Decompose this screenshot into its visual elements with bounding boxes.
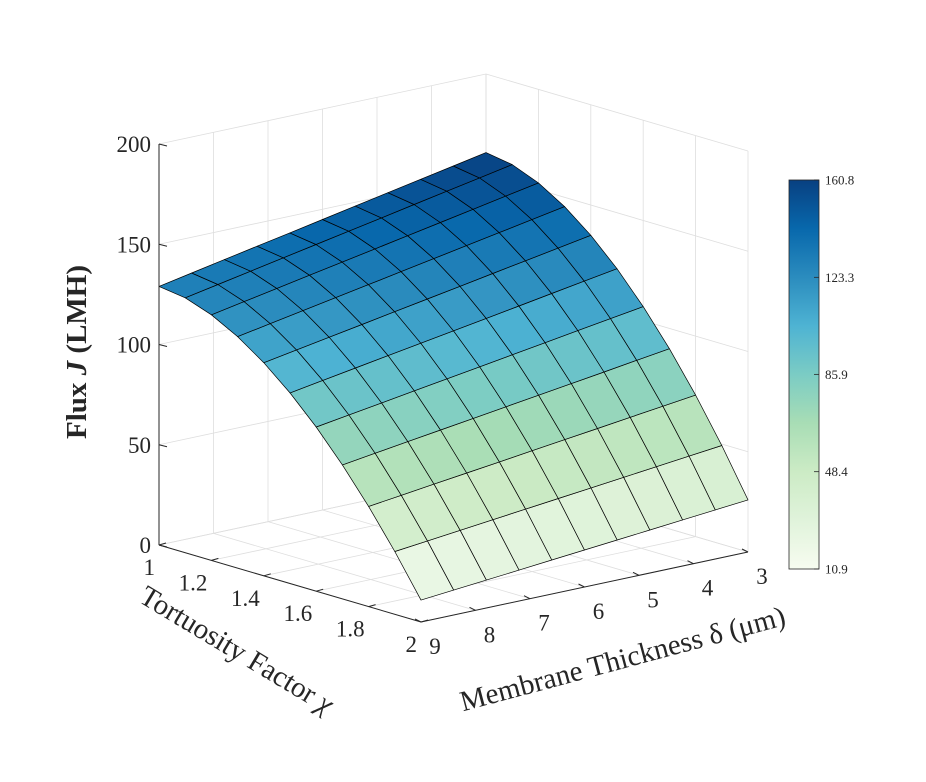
x-tick-label: 7 — [538, 611, 550, 636]
y-tick-mark — [263, 573, 271, 577]
x-tick-mark — [578, 583, 585, 588]
z-tick-label: 200 — [117, 132, 152, 157]
x-tick-mark — [632, 571, 640, 576]
z-axis-label: Flux J (LMH) — [61, 265, 93, 439]
z-tick-label: 150 — [117, 232, 152, 257]
y-tick-mark — [211, 557, 219, 561]
y-tick-label: 2 — [406, 632, 418, 657]
y-tick-label: 1.4 — [231, 586, 260, 611]
x-tick-label: 9 — [429, 634, 441, 659]
x-tick-mark — [469, 606, 476, 611]
y-tick-label: 1 — [144, 555, 156, 580]
x-tick-mark — [523, 595, 531, 600]
x-tick-label: 5 — [647, 587, 659, 612]
axes: 0 50 100 150 200 1 1.2 1.4 1.6 1.8 2 3 4 5 6 7 8 9 — [117, 132, 768, 659]
x-tick-label: 8 — [484, 622, 496, 647]
colorbar-tick-label: 48.4 — [825, 464, 848, 479]
colorbar-tick-label: 85.9 — [825, 367, 848, 382]
z-tick-label: 100 — [117, 333, 152, 358]
x-tick-mark — [741, 548, 749, 553]
x-tick-mark — [687, 560, 694, 565]
y-tick-mark — [368, 604, 376, 608]
surface-cell — [452, 152, 513, 179]
colorbar-tick-label: 160.8 — [825, 173, 854, 188]
side-wall-grid-line — [485, 73, 749, 152]
colorbar-tick-label: 10.9 — [825, 562, 848, 577]
x-axis-label: Membrane Thickness δ (μm) — [456, 600, 788, 718]
z-tick-mark — [158, 143, 168, 147]
colorbar: 10.9 48.4 85.9 123.3 160.8 — [788, 173, 854, 577]
colorbar-tick-label: 123.3 — [825, 270, 854, 285]
floor-grid-line — [213, 532, 476, 611]
y-tick-mark — [316, 588, 324, 592]
surface-mesh — [158, 152, 749, 601]
x-tick-mark — [414, 618, 422, 623]
back-wall-grid-line — [158, 73, 487, 145]
y-tick-label: 1.2 — [179, 570, 208, 595]
y-tick-label: 1.6 — [283, 601, 312, 626]
y-tick-label: 1.8 — [336, 617, 365, 642]
z-axis-label-symbol: J — [61, 359, 93, 376]
z-tick-label: 0 — [140, 533, 152, 558]
z-tick-mark — [158, 444, 168, 448]
x-tick-label: 6 — [593, 599, 605, 624]
z-tick-label: 50 — [128, 433, 151, 458]
x-tick-label: 3 — [756, 564, 768, 589]
x-tick-label: 4 — [702, 576, 714, 601]
z-tick-mark — [158, 344, 168, 347]
z-tick-mark — [158, 243, 168, 247]
y-axis-line — [158, 544, 422, 623]
floor-grid-line — [267, 521, 531, 600]
y-tick-mark — [158, 542, 167, 546]
